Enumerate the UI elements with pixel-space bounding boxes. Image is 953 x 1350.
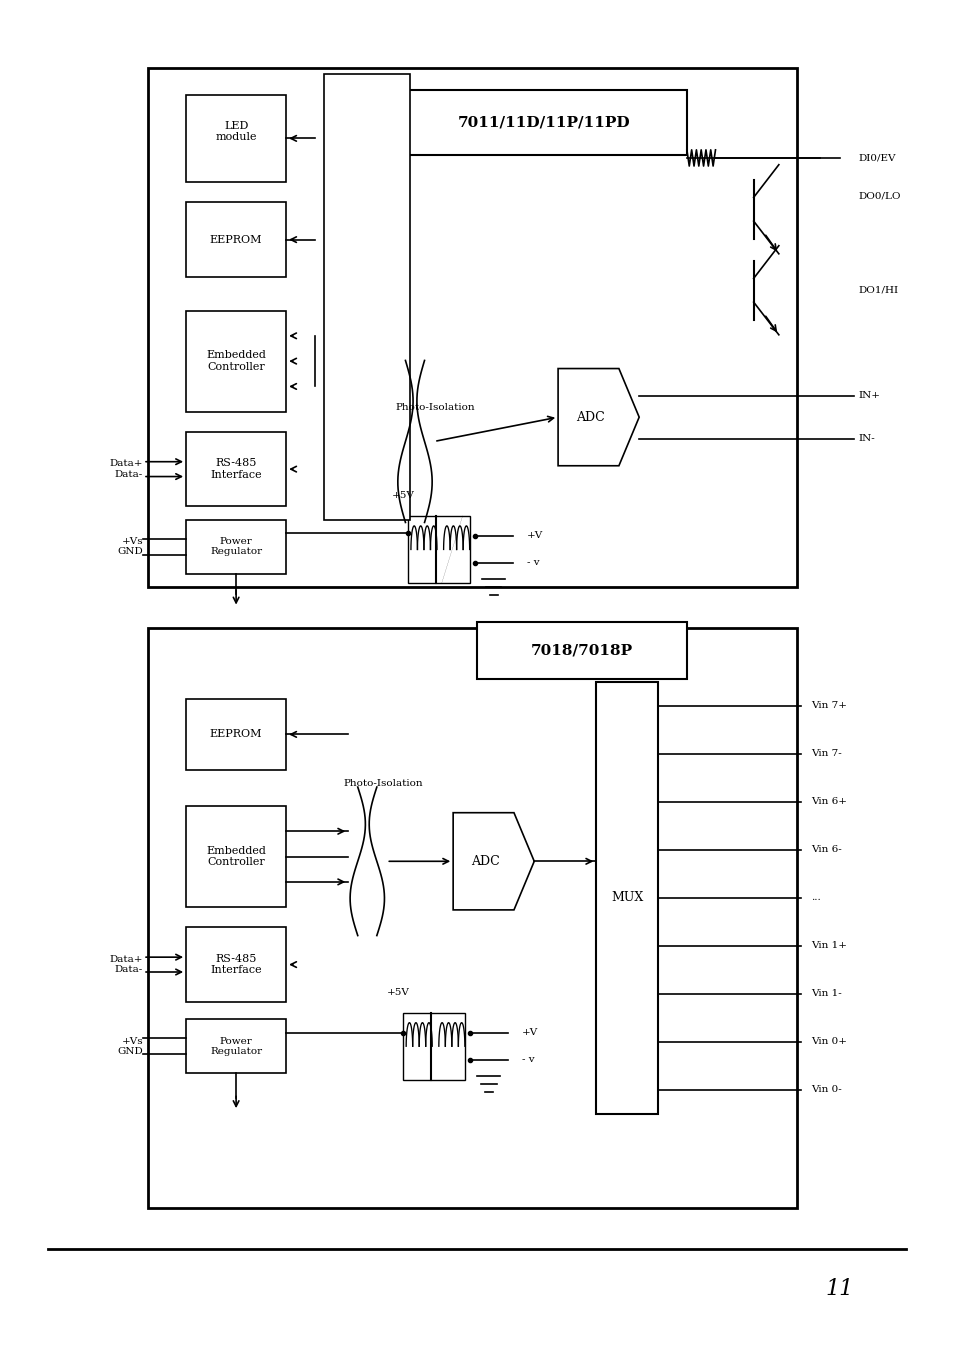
Text: EEPROM: EEPROM <box>210 235 262 244</box>
Bar <box>476 622 686 679</box>
Bar <box>186 310 286 412</box>
Text: Vin 6+: Vin 6+ <box>810 798 846 806</box>
Bar <box>186 202 286 277</box>
Text: Data+
Data-: Data+ Data- <box>110 954 143 975</box>
Text: +Vs
GND: +Vs GND <box>117 537 143 556</box>
Text: IN-: IN- <box>858 435 875 443</box>
Text: 11: 11 <box>824 1278 853 1300</box>
Text: Power
Regulator: Power Regulator <box>210 1037 262 1056</box>
Text: IN+: IN+ <box>858 392 880 400</box>
Text: Vin 1-: Vin 1- <box>810 990 841 998</box>
Text: Vin 0+: Vin 0+ <box>810 1037 846 1046</box>
Text: Power
Regulator: Power Regulator <box>210 537 262 556</box>
Text: LED
module: LED module <box>215 122 256 143</box>
Text: DO0/LO: DO0/LO <box>858 192 901 200</box>
Bar <box>596 682 658 1114</box>
Text: Vin 7-: Vin 7- <box>810 749 841 759</box>
Text: 7018/7018P: 7018/7018P <box>530 644 633 657</box>
Bar <box>324 74 410 520</box>
Text: ADC: ADC <box>471 855 499 868</box>
Text: +5V: +5V <box>387 988 409 996</box>
Text: Data+
Data-: Data+ Data- <box>110 459 143 479</box>
Text: +V: +V <box>522 1029 538 1037</box>
Bar <box>402 1012 464 1080</box>
Text: +5V: +5V <box>392 491 414 500</box>
Text: Photo-Isolation: Photo-Isolation <box>343 779 422 787</box>
Bar <box>186 1019 286 1073</box>
Text: DI0/EV: DI0/EV <box>858 154 895 162</box>
Text: MUX: MUX <box>611 891 642 904</box>
Bar <box>186 520 286 574</box>
Polygon shape <box>558 369 639 466</box>
Bar <box>148 628 796 1208</box>
Bar <box>186 432 286 506</box>
Bar <box>186 95 286 182</box>
Bar <box>407 516 469 583</box>
Text: 7011/11D/11P/11PD: 7011/11D/11P/11PD <box>457 116 629 130</box>
Text: - v: - v <box>522 1056 535 1064</box>
Text: +Vs
GND: +Vs GND <box>117 1037 143 1056</box>
Text: Embedded
Controller: Embedded Controller <box>206 351 266 373</box>
Text: Vin 1+: Vin 1+ <box>810 941 846 950</box>
Text: Embedded
Controller: Embedded Controller <box>206 845 266 868</box>
Bar <box>400 90 686 155</box>
Text: +V: +V <box>527 532 543 540</box>
Text: RS-485
Interface: RS-485 Interface <box>210 459 262 481</box>
Bar <box>186 699 286 770</box>
Text: DO1/HI: DO1/HI <box>858 286 898 294</box>
Text: Photo-Isolation: Photo-Isolation <box>395 404 475 412</box>
Text: EEPROM: EEPROM <box>210 729 262 740</box>
Text: ...: ... <box>810 894 820 902</box>
Text: RS-485
Interface: RS-485 Interface <box>210 953 262 975</box>
Text: ADC: ADC <box>576 410 604 424</box>
Text: Vin 7+: Vin 7+ <box>810 701 846 710</box>
Bar <box>186 927 286 1002</box>
Bar <box>186 806 286 907</box>
Bar <box>148 68 796 587</box>
Text: - v: - v <box>527 559 539 567</box>
Text: Vin 0-: Vin 0- <box>810 1085 841 1095</box>
Polygon shape <box>453 813 534 910</box>
Text: Vin 6-: Vin 6- <box>810 845 841 855</box>
